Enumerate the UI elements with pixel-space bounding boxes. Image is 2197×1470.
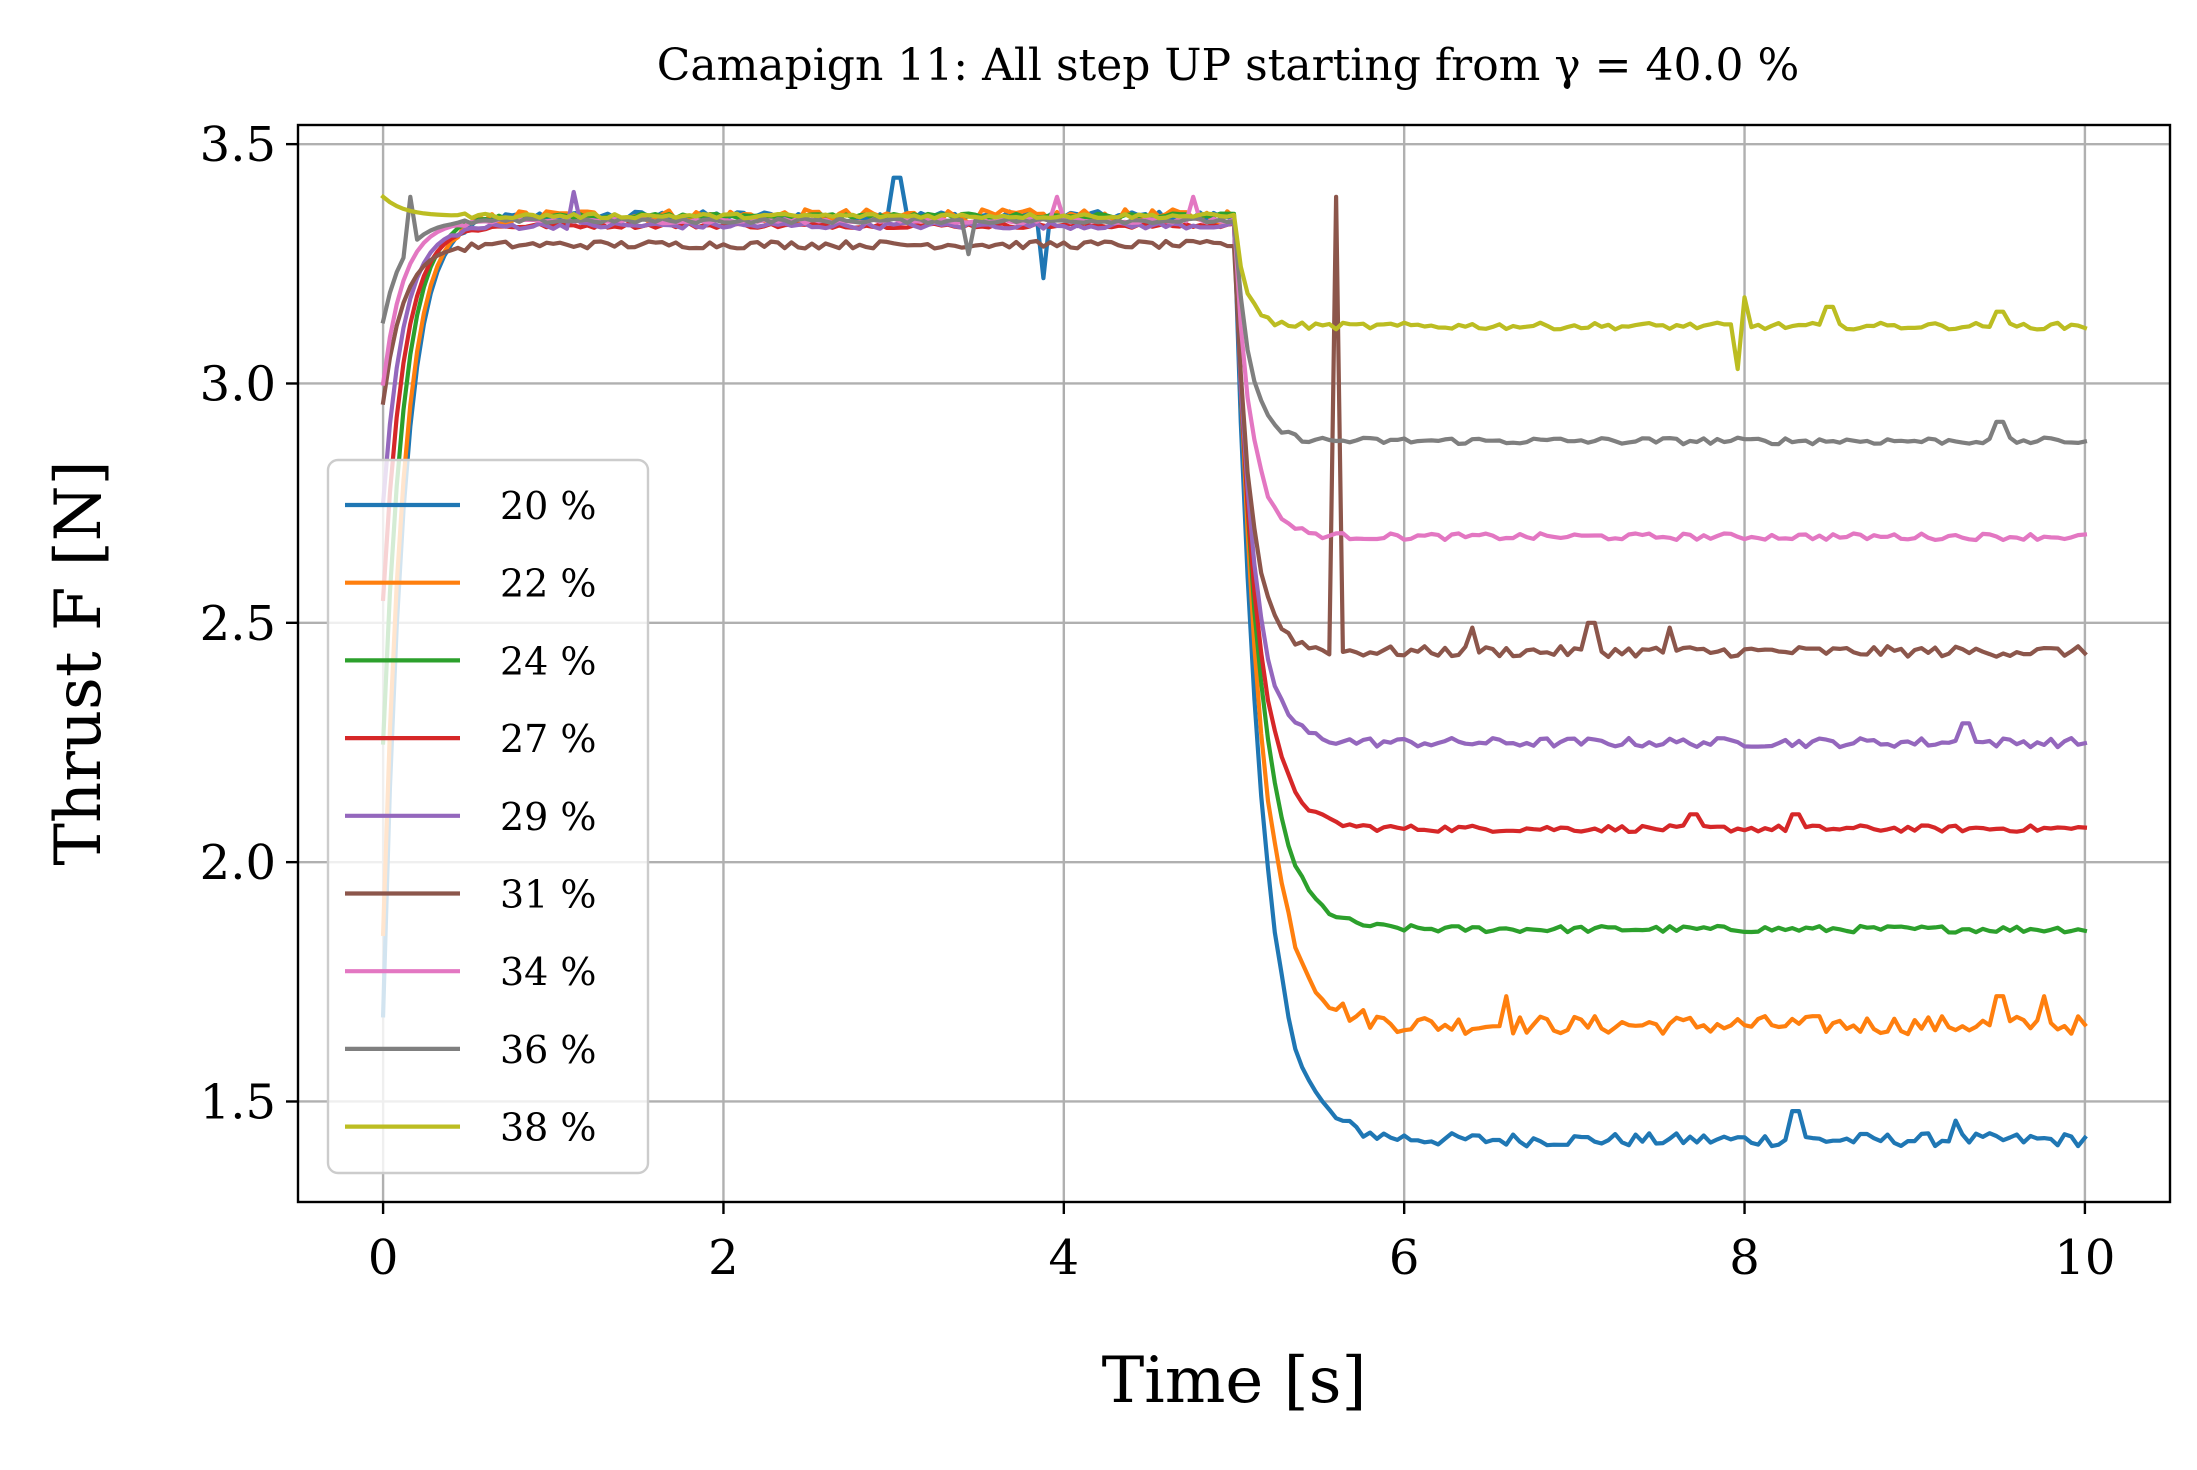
y-axis-label: Thrust F [N]	[42, 460, 116, 865]
x-axis-label: Time [s]	[1102, 1344, 1367, 1418]
legend-entries: 20 % 22 % 24 % 27 % 29 % 31 % 34 % 36 % 38 %	[345, 484, 597, 1150]
y-tick-label: 3.0	[200, 356, 276, 412]
legend-label-31: 31 %	[500, 873, 597, 917]
plot-series	[380, 175, 2088, 1149]
legend-label-22: 22 %	[500, 562, 597, 606]
x-tick-label: 0	[368, 1230, 399, 1286]
legend-label-27: 27 %	[500, 717, 597, 761]
x-tick-label: 8	[1729, 1230, 1760, 1286]
legend-label-34: 34 %	[500, 950, 597, 994]
legend-label-36: 36 %	[500, 1028, 597, 1072]
y-axis-ticks: 1.5 2.0 2.5 3.0 3.5	[200, 117, 298, 1130]
legend-label-24: 24 %	[500, 639, 597, 683]
legend-box	[326, 458, 650, 1175]
plot-frame	[296, 123, 2172, 1204]
legend-label-20: 20 %	[500, 484, 597, 528]
x-tick-label: 6	[1389, 1230, 1420, 1286]
chart-title: Camapign 11: All step UP starting from γ…	[657, 40, 1800, 91]
legend-label-29: 29 %	[500, 795, 597, 839]
y-tick-label: 2.5	[200, 596, 276, 652]
x-tick-label: 2	[708, 1230, 739, 1286]
series-line-38	[380, 193, 2088, 372]
x-tick-label: 4	[1049, 1230, 1080, 1286]
x-axis-ticks: 0 2 4 6 8 10	[368, 1202, 2115, 1286]
legend-label-38: 38 %	[500, 1106, 597, 1150]
legend: 20 % 22 % 24 % 27 % 29 % 31 % 34 % 36 % 38 %	[326, 458, 650, 1175]
y-tick-label: 2.0	[200, 835, 276, 891]
y-tick-label: 3.5	[200, 117, 276, 173]
y-tick-label: 1.5	[200, 1074, 276, 1130]
x-tick-label: 10	[2054, 1230, 2115, 1286]
